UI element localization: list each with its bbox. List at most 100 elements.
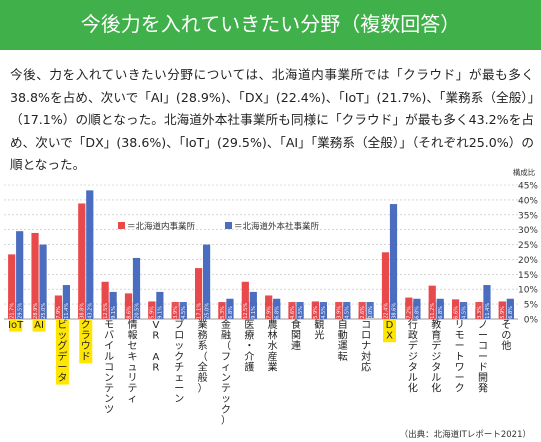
chart-legend: ＝北海道内事業所 ＝北海道外本社事業所 <box>118 221 320 232</box>
legend-label-outside: ＝北海道外本社事業所 <box>234 221 320 232</box>
bar-outside <box>39 244 47 319</box>
category-highlight <box>32 319 46 332</box>
category-highlight <box>79 319 93 364</box>
category-highlight <box>55 319 69 385</box>
data-label-box <box>86 302 94 318</box>
bar-domestic <box>101 281 109 319</box>
bar-domestic <box>78 203 86 319</box>
data-label-box <box>475 302 483 318</box>
category-highlight <box>383 319 396 343</box>
data-label: 4.5% <box>461 306 467 319</box>
data-label-box <box>288 302 296 318</box>
data-label: 9.1% <box>251 306 257 319</box>
data-label: 12.5% <box>243 303 249 319</box>
data-label-box <box>16 302 24 318</box>
bar-domestic <box>194 268 203 319</box>
source-note: （出典：北海道ITレポート2021） <box>400 429 531 440</box>
data-label-box <box>78 302 86 318</box>
data-label-box <box>54 302 63 318</box>
data-label-box <box>483 302 491 318</box>
data-label-box <box>202 302 211 318</box>
data-label-box <box>296 302 304 318</box>
data-label-box <box>405 302 413 318</box>
data-label: 5.9% <box>500 306 506 319</box>
data-label: 11.2% <box>430 303 436 319</box>
data-label: 11.4% <box>485 303 491 319</box>
data-label: 3.3% <box>477 306 483 319</box>
data-label-box <box>148 302 156 318</box>
data-label-box <box>319 302 328 318</box>
category-label: 観光 <box>314 318 324 342</box>
data-label-box <box>358 302 366 318</box>
data-label: 7.2% <box>407 306 413 319</box>
category-label: ブロックチェーン <box>174 318 184 405</box>
category-label: ノーコード開発 <box>478 320 488 395</box>
data-label-box <box>171 302 179 318</box>
data-label: 9.1% <box>158 306 164 319</box>
data-label-box <box>249 302 257 318</box>
data-label-box <box>498 302 506 318</box>
category-label: 情報セキュリティ <box>128 318 138 405</box>
data-label: 3.9% <box>337 306 343 319</box>
data-label-box <box>39 302 47 318</box>
data-label: 7.9% <box>56 306 62 319</box>
data-label: 6.6% <box>453 306 459 319</box>
data-label-box <box>413 302 421 318</box>
category-label: ビッグデータ <box>57 319 67 384</box>
data-label: 4.5% <box>321 306 327 319</box>
category-label: その他 <box>501 319 511 352</box>
data-labels: 21.7% 29.5% 28.9% 25.0% 7.9% 11.4% 38.8% 43.2% 1… <box>8 302 514 319</box>
data-label: 3.9% <box>173 306 179 319</box>
data-label-box <box>109 302 117 318</box>
y-tick-label: 45% <box>518 182 538 192</box>
data-label-box <box>436 302 444 318</box>
data-label: 4.5% <box>181 306 187 319</box>
data-label: 25.0% <box>41 303 47 319</box>
data-label-box <box>241 302 249 318</box>
bar-domestic <box>241 281 249 319</box>
data-label: 22.4% <box>383 303 389 319</box>
y-tick-label: 5% <box>524 301 539 311</box>
data-label: 6.8% <box>438 306 444 319</box>
data-label: 6.8% <box>415 306 421 319</box>
data-label: 4.6% <box>290 306 296 319</box>
data-label: 9.1% <box>111 306 117 319</box>
data-label: 8.6% <box>126 306 132 319</box>
data-label-box <box>311 302 320 318</box>
data-label-box <box>8 302 16 318</box>
data-label: 5.3% <box>220 306 226 319</box>
data-label: 43.2% <box>88 303 94 319</box>
data-label: 6.8% <box>228 306 234 319</box>
data-label-box <box>179 302 187 318</box>
bar-outside <box>16 231 24 319</box>
data-label-box <box>265 302 273 318</box>
category-label: クラウド <box>81 319 91 363</box>
data-label: 38.6% <box>391 303 397 319</box>
data-label-box <box>156 302 164 318</box>
data-label: 20.5% <box>134 303 140 319</box>
data-label-box <box>506 302 514 318</box>
legend-swatch-outside <box>225 222 232 229</box>
data-label: 4.5% <box>298 306 304 319</box>
category-label: IoT <box>8 320 24 331</box>
bar-outside <box>202 244 211 319</box>
data-label-box <box>273 302 281 318</box>
data-label: 7.9% <box>266 306 272 319</box>
category-axis-labels: IoT AI ビッグデータ クラウド モバイルコンテンツ 情報セキュリティ V R A R ブロッ… <box>8 318 511 426</box>
y-tick-label: 15% <box>518 271 538 281</box>
bar-outside <box>132 257 141 319</box>
data-label: 21.7% <box>9 303 15 319</box>
data-label-box <box>218 302 226 318</box>
category-label: AI <box>34 320 44 331</box>
category-label: 業務系（全般） <box>198 318 208 395</box>
chart-bars <box>8 190 514 319</box>
category-label: モバイルコンテンツ <box>104 320 114 416</box>
data-label: 2.6% <box>360 306 366 319</box>
page-title: 今後力を入れていきたい分野（複数回答） <box>80 12 461 36</box>
data-label: 5.9% <box>313 306 319 319</box>
category-label: 教育デジタル化 <box>431 318 441 395</box>
data-label-box <box>459 302 468 318</box>
